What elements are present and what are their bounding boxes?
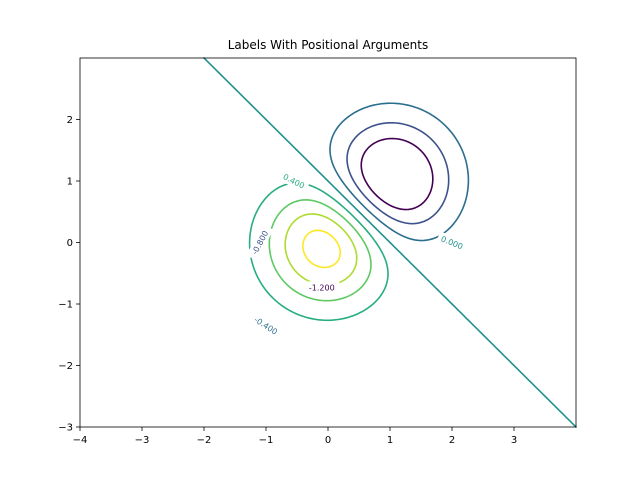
contour-level-7 bbox=[302, 229, 342, 269]
x-tick-label: −1 bbox=[259, 435, 274, 446]
contour-label-gap bbox=[277, 168, 310, 194]
y-tick-label: −1 bbox=[58, 300, 73, 311]
x-tick-label: 2 bbox=[449, 435, 455, 446]
contour-level-3 bbox=[203, 57, 577, 428]
x-tick-label: 0 bbox=[325, 435, 331, 446]
y-tick-label: 0 bbox=[67, 238, 73, 249]
x-tick-label: −3 bbox=[135, 435, 150, 446]
contour-label-group-0: -1.200 bbox=[304, 281, 340, 294]
x-tick-label: 3 bbox=[511, 435, 517, 446]
contour-label: -1.200 bbox=[309, 283, 335, 292]
x-tick-label: 1 bbox=[387, 435, 393, 446]
contour-label-gap bbox=[246, 224, 274, 261]
contour-label-gap bbox=[247, 310, 285, 341]
contour-label-gap bbox=[435, 231, 469, 254]
y-tick-label: −3 bbox=[58, 423, 73, 434]
contour-lines bbox=[203, 57, 577, 428]
contour-level-4 bbox=[248, 182, 389, 322]
contour-level-5 bbox=[268, 199, 372, 302]
contour-label-gap bbox=[304, 281, 340, 294]
x-tick-label: −2 bbox=[197, 435, 212, 446]
contour-level-2 bbox=[329, 102, 470, 242]
contour-level-1 bbox=[346, 121, 450, 225]
y-tick-label: −2 bbox=[58, 361, 73, 372]
chart-title: Labels With Positional Arguments bbox=[228, 38, 429, 52]
contour-level-0 bbox=[360, 137, 434, 211]
y-tick-label: 1 bbox=[67, 177, 73, 188]
y-axis: −3 −2 −1 0 1 2 bbox=[58, 115, 80, 434]
x-axis: −4 −3 −2 −1 0 1 2 3 bbox=[73, 427, 517, 446]
x-tick-label: −4 bbox=[73, 435, 88, 446]
y-tick-label: 2 bbox=[67, 115, 73, 126]
